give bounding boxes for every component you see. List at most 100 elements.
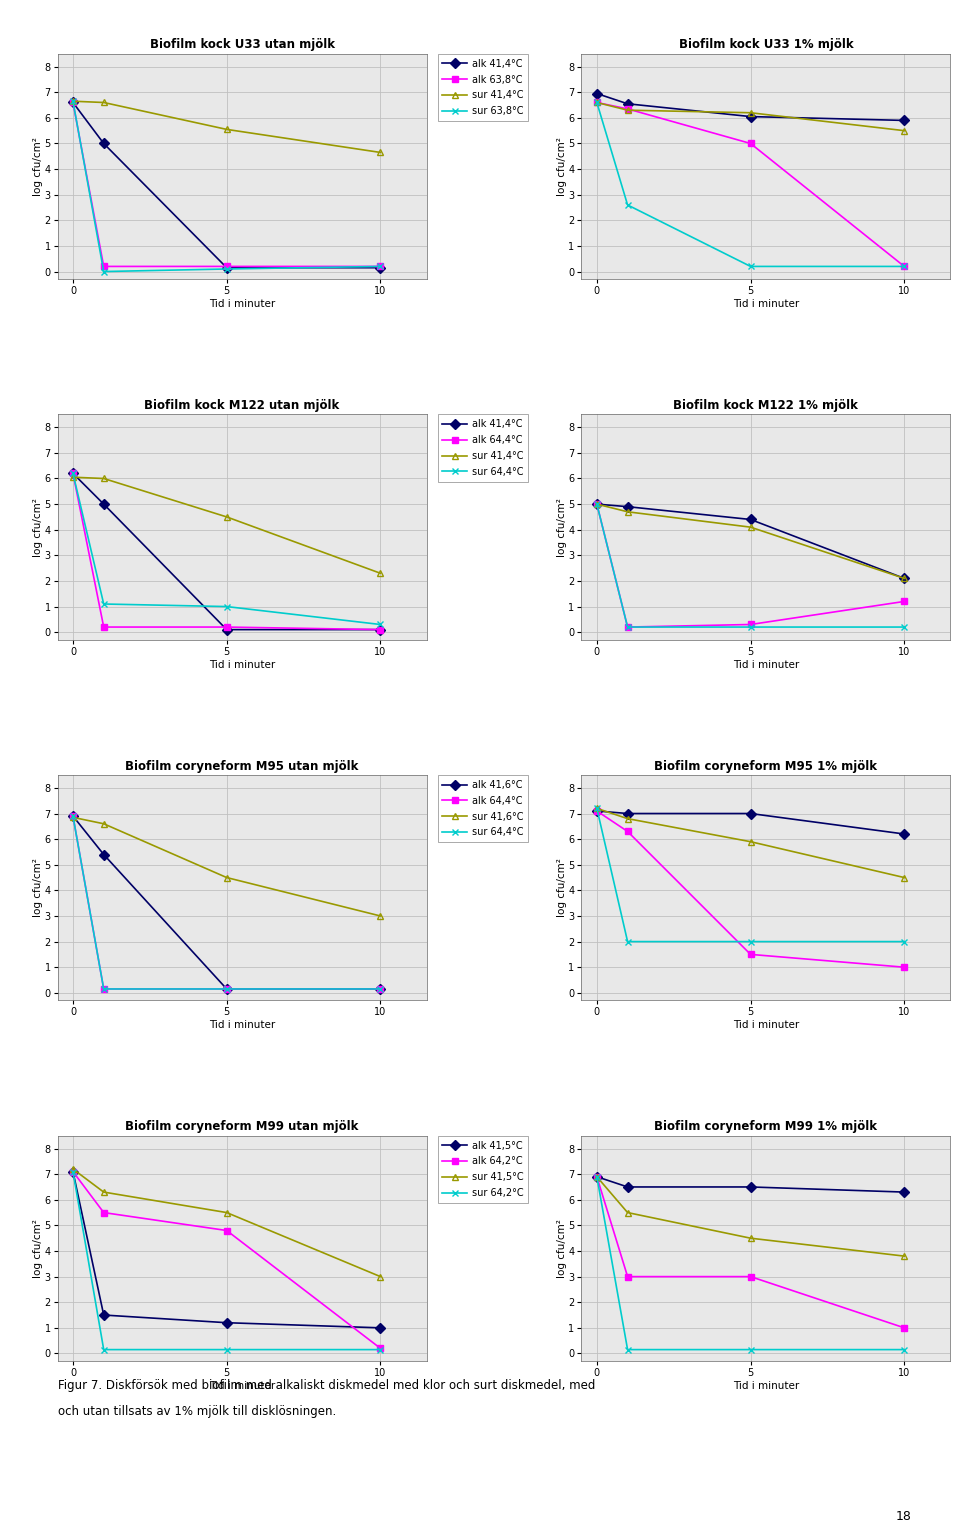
sur 64,4°C: [221, 597, 232, 615]
X-axis label: Tid i minuter: Tid i minuter: [732, 1381, 799, 1390]
alk 64,4°C: [622, 618, 634, 637]
X-axis label: Tid i minuter: Tid i minuter: [209, 660, 276, 669]
alk 41,4°C: [899, 111, 910, 129]
sur 64,2°C: [67, 1163, 79, 1181]
sur 41,5°C: [67, 1160, 79, 1178]
Line: alk 41,4°C: alk 41,4°C: [69, 98, 384, 271]
alk 64,2°C: [899, 257, 910, 275]
Line: sur 41,4°C: sur 41,4°C: [69, 98, 384, 155]
alk 41,5°C: [591, 1167, 603, 1186]
alk 41,5°C: [98, 1306, 109, 1324]
sur 41,6°C: [622, 503, 634, 521]
Line: alk 41,6°C: alk 41,6°C: [69, 812, 384, 992]
sur 41,5°C: [899, 1247, 910, 1266]
sur 64,2°C: [899, 1341, 910, 1360]
Text: Figur 7. Diskförsök med biofilm med alkaliskt diskmedel med klor och surt diskme: Figur 7. Diskförsök med biofilm med alka…: [58, 1380, 595, 1392]
sur 41,4°C: [67, 468, 79, 486]
alk 64,2°C: [899, 958, 910, 977]
alk 41,6°C: [67, 807, 79, 826]
Line: alk 64,2°C: alk 64,2°C: [593, 98, 908, 269]
alk 64,2°C: [67, 1163, 79, 1181]
Line: alk 41,5°C: alk 41,5°C: [69, 1169, 384, 1332]
alk 64,2°C: [221, 1221, 232, 1240]
alk 41,5°C: [67, 1163, 79, 1181]
alk 41,5°C: [899, 1183, 910, 1201]
sur 41,6°C: [67, 807, 79, 826]
sur 41,4°C: [98, 469, 109, 488]
sur 64,2°C: [622, 195, 634, 214]
alk 64,2°C: [622, 1267, 634, 1286]
sur 41,4°C: [591, 94, 603, 112]
sur 64,2°C: [745, 1341, 756, 1360]
sur 41,6°C: [745, 518, 756, 537]
alk 41,5°C: [221, 1313, 232, 1332]
alk 41,6°C: [622, 497, 634, 515]
Line: sur 41,6°C: sur 41,6°C: [593, 501, 908, 581]
X-axis label: Tid i minuter: Tid i minuter: [209, 298, 276, 309]
sur 64,4°C: [98, 595, 109, 614]
alk 41,6°C: [221, 980, 232, 998]
sur 63,8°C: [374, 257, 386, 275]
sur 41,6°C: [374, 907, 386, 926]
sur 64,2°C: [899, 257, 910, 275]
sur 64,2°C: [622, 1341, 634, 1360]
Line: alk 64,2°C: alk 64,2°C: [593, 1173, 908, 1332]
Y-axis label: log cfu/cm²: log cfu/cm²: [557, 858, 567, 917]
sur 41,4°C: [67, 92, 79, 111]
Title: Biofilm coryneform M99 utan mjölk: Biofilm coryneform M99 utan mjölk: [126, 1120, 359, 1134]
sur 64,2°C: [745, 932, 756, 950]
sur 63,8°C: [67, 92, 79, 111]
sur 64,4°C: [221, 980, 232, 998]
alk 41,4°C: [374, 258, 386, 277]
alk 41,6°C: [745, 511, 756, 529]
alk 64,4°C: [67, 464, 79, 483]
Line: sur 41,5°C: sur 41,5°C: [69, 1166, 384, 1280]
Line: sur 41,6°C: sur 41,6°C: [593, 804, 908, 881]
Y-axis label: log cfu/cm²: log cfu/cm²: [33, 137, 43, 195]
Y-axis label: log cfu/cm²: log cfu/cm²: [557, 137, 567, 195]
alk 63,8°C: [221, 257, 232, 275]
sur 41,4°C: [374, 143, 386, 161]
alk 41,6°C: [622, 804, 634, 823]
Title: Biofilm kock U33 utan mjölk: Biofilm kock U33 utan mjölk: [150, 38, 335, 51]
sur 63,8°C: [98, 263, 109, 281]
Line: sur 63,8°C: sur 63,8°C: [69, 98, 384, 275]
alk 64,4°C: [745, 615, 756, 634]
Legend: alk 41,6°C, alk 64,4°C, sur 41,6°C, sur 64,4°C: alk 41,6°C, alk 64,4°C, sur 41,6°C, sur …: [438, 775, 528, 843]
alk 41,4°C: [622, 94, 634, 112]
sur 64,2°C: [98, 1341, 109, 1360]
alk 41,6°C: [591, 495, 603, 514]
sur 41,4°C: [221, 120, 232, 138]
sur 64,4°C: [591, 495, 603, 514]
sur 64,2°C: [899, 932, 910, 950]
alk 41,6°C: [591, 801, 603, 820]
alk 41,4°C: [221, 258, 232, 277]
sur 41,4°C: [221, 508, 232, 526]
X-axis label: Tid i minuter: Tid i minuter: [732, 660, 799, 669]
X-axis label: Tid i minuter: Tid i minuter: [209, 1381, 276, 1390]
Y-axis label: log cfu/cm²: log cfu/cm²: [33, 498, 43, 557]
Y-axis label: log cfu/cm²: log cfu/cm²: [557, 1220, 567, 1278]
alk 41,4°C: [591, 85, 603, 103]
alk 41,6°C: [899, 569, 910, 588]
alk 41,4°C: [67, 94, 79, 112]
alk 63,8°C: [67, 94, 79, 112]
alk 41,6°C: [374, 980, 386, 998]
Line: alk 41,5°C: alk 41,5°C: [593, 1173, 908, 1195]
alk 64,4°C: [98, 618, 109, 637]
alk 63,8°C: [98, 257, 109, 275]
Line: alk 41,6°C: alk 41,6°C: [593, 807, 908, 838]
sur 41,5°C: [622, 1203, 634, 1221]
alk 64,4°C: [221, 980, 232, 998]
alk 63,8°C: [374, 257, 386, 275]
sur 64,2°C: [591, 1167, 603, 1186]
Line: sur 41,4°C: sur 41,4°C: [69, 474, 384, 577]
alk 64,2°C: [622, 100, 634, 118]
sur 64,4°C: [899, 618, 910, 637]
Line: alk 63,8°C: alk 63,8°C: [69, 98, 384, 269]
alk 41,6°C: [899, 824, 910, 843]
sur 64,4°C: [374, 615, 386, 634]
Title: Biofilm kock M122 utan mjölk: Biofilm kock M122 utan mjölk: [144, 398, 340, 412]
alk 64,2°C: [98, 1203, 109, 1221]
sur 41,6°C: [591, 495, 603, 514]
